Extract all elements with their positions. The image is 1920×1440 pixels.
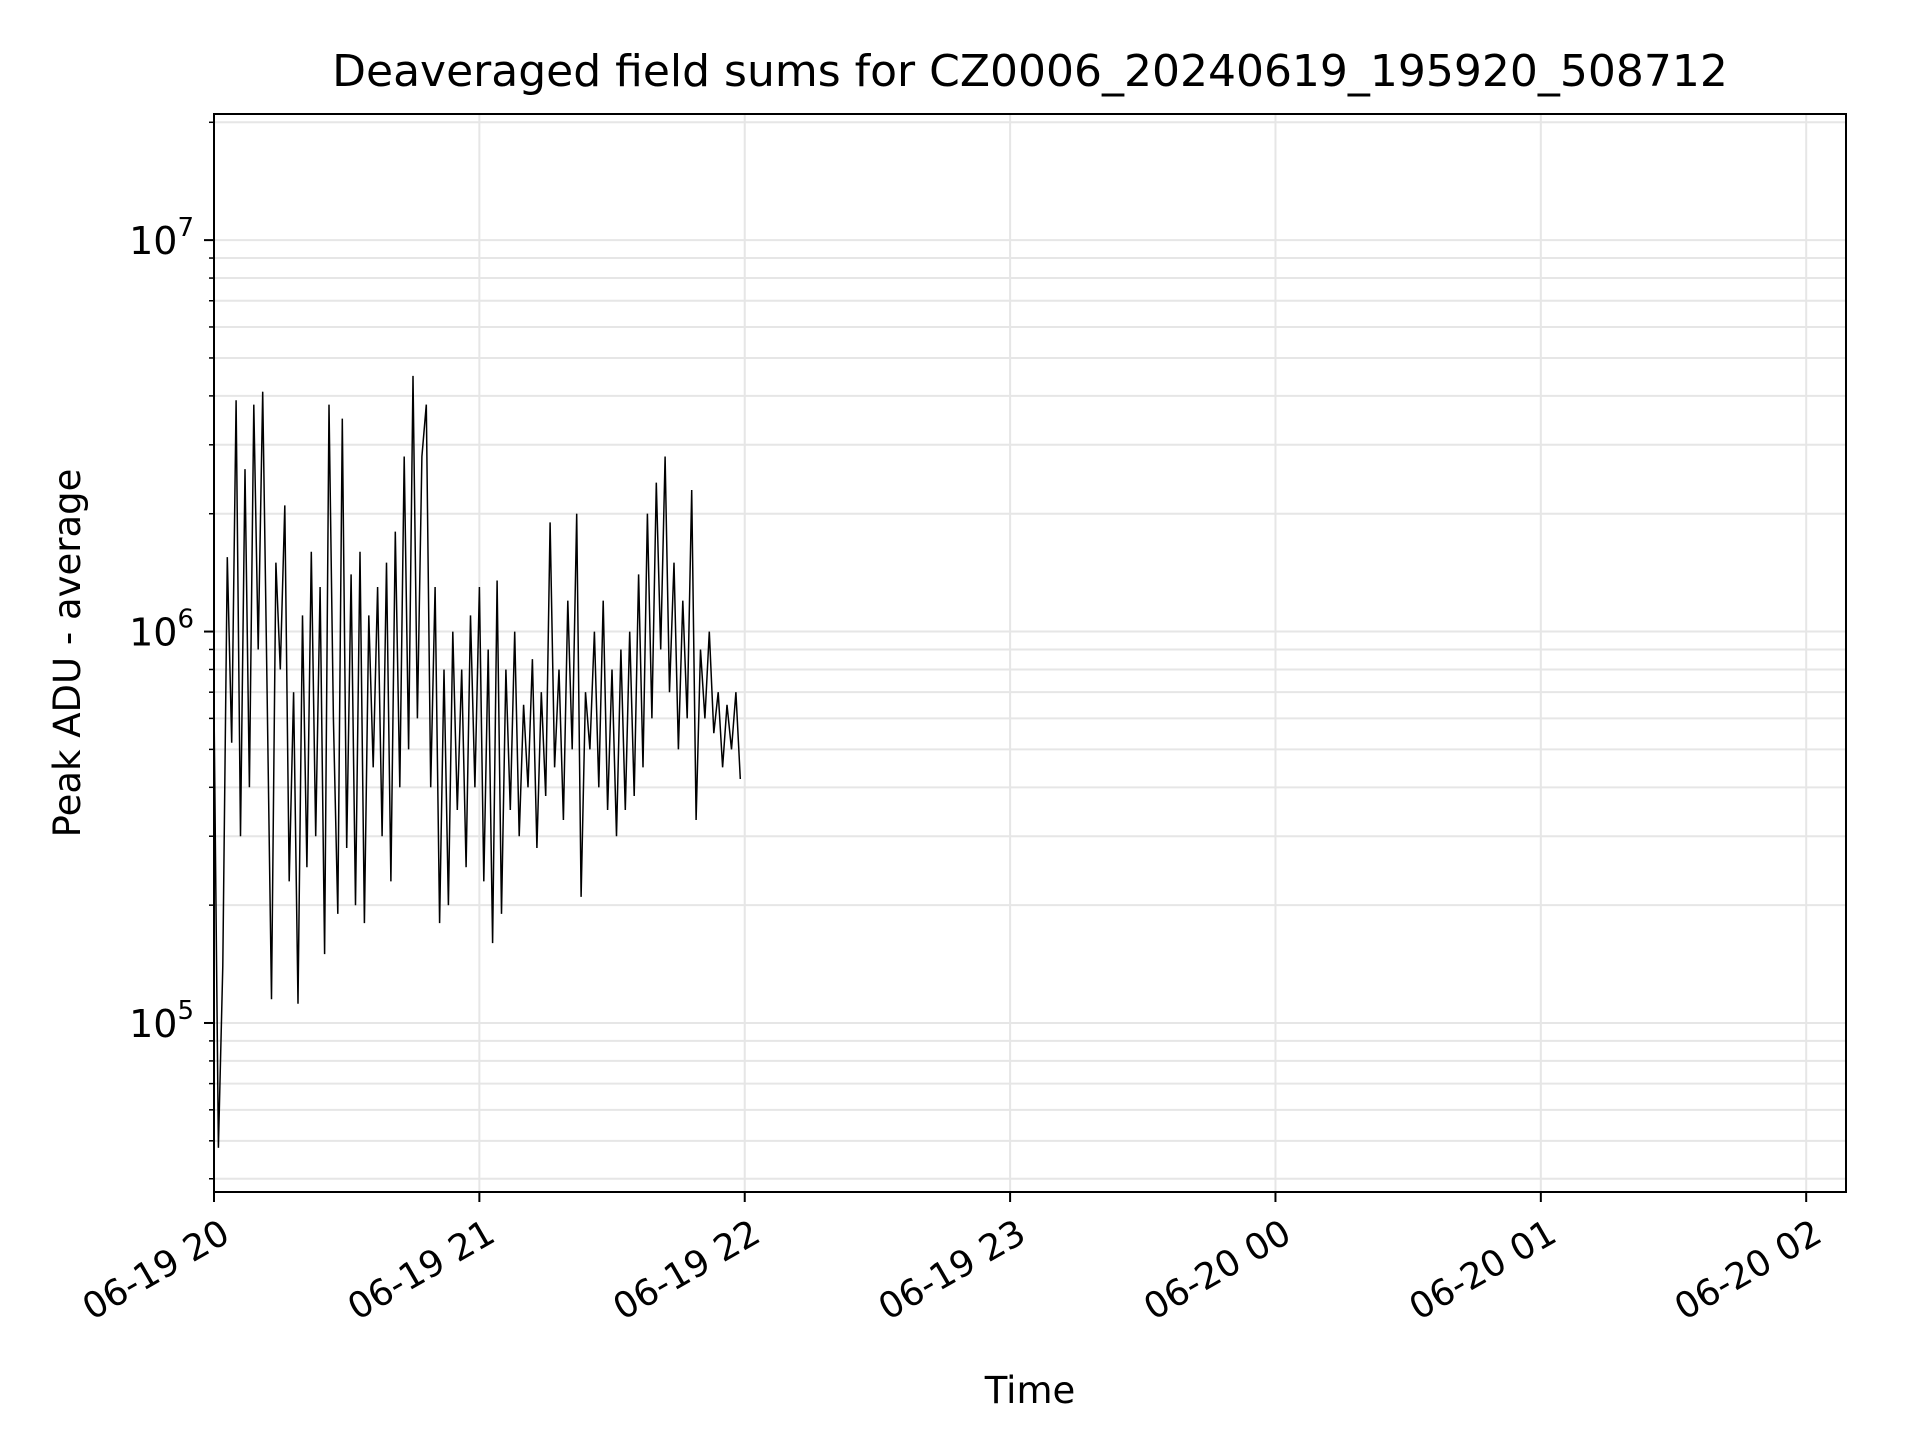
y-tick-exponent: 6: [177, 605, 194, 635]
y-tick-label: 105: [129, 996, 194, 1046]
grid-lines: [213, 114, 1846, 1192]
plot-frame: [213, 113, 1847, 1193]
series-line: [213, 375, 742, 1148]
series-layer: [213, 375, 742, 1148]
y-tick-exponent: 7: [177, 213, 194, 243]
y-axis-label: Peak ADU - average: [46, 469, 89, 838]
y-tick-base: 10: [129, 219, 177, 263]
y-tick-base: 10: [129, 1002, 177, 1046]
y-tick-label: 107: [129, 213, 194, 263]
y-tick-exponent: 5: [177, 996, 194, 1026]
chart-title: Deaveraged field sums for CZ0006_2024061…: [332, 46, 1728, 97]
x-axis-label: Time: [984, 1369, 1076, 1412]
y-tick-base: 10: [129, 611, 177, 655]
y-tick-label: 106: [129, 605, 194, 655]
